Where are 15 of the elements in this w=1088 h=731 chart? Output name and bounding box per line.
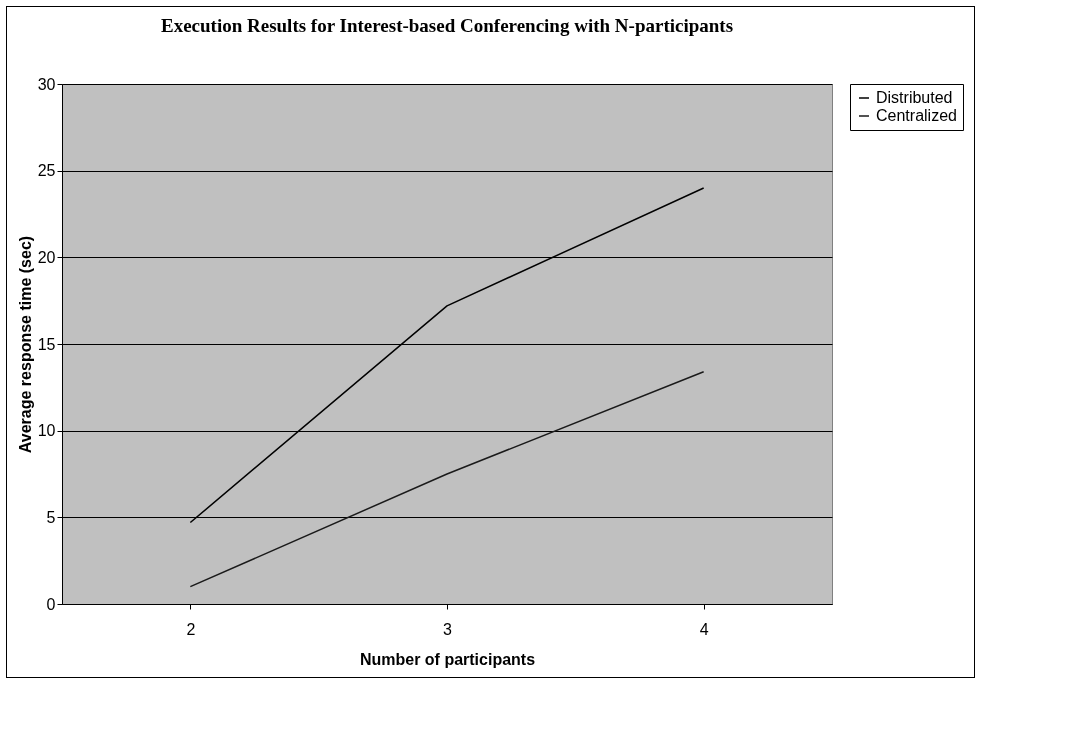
y-tick-label: 15 xyxy=(37,335,56,353)
legend-label: Distributed xyxy=(876,89,953,106)
y-tick-label: 10 xyxy=(37,422,56,440)
x-axis-title: Number of participants xyxy=(359,650,536,668)
chart-title: Execution Results for Interest-based Conferencing with N-participants xyxy=(160,15,734,36)
legend-label: Centralized xyxy=(876,107,957,124)
y-tick-label: 30 xyxy=(37,75,56,93)
x-tick-label: 2 xyxy=(186,620,196,638)
x-tick-label: 4 xyxy=(699,620,709,638)
y-tick-label: 0 xyxy=(46,595,56,613)
y-tick-label: 25 xyxy=(37,162,56,180)
y-tick-label: 20 xyxy=(37,248,56,266)
x-tick-label: 3 xyxy=(443,620,453,638)
y-tick-label: 5 xyxy=(46,508,56,526)
y-axis-title: Average response time (sec) xyxy=(16,235,34,454)
